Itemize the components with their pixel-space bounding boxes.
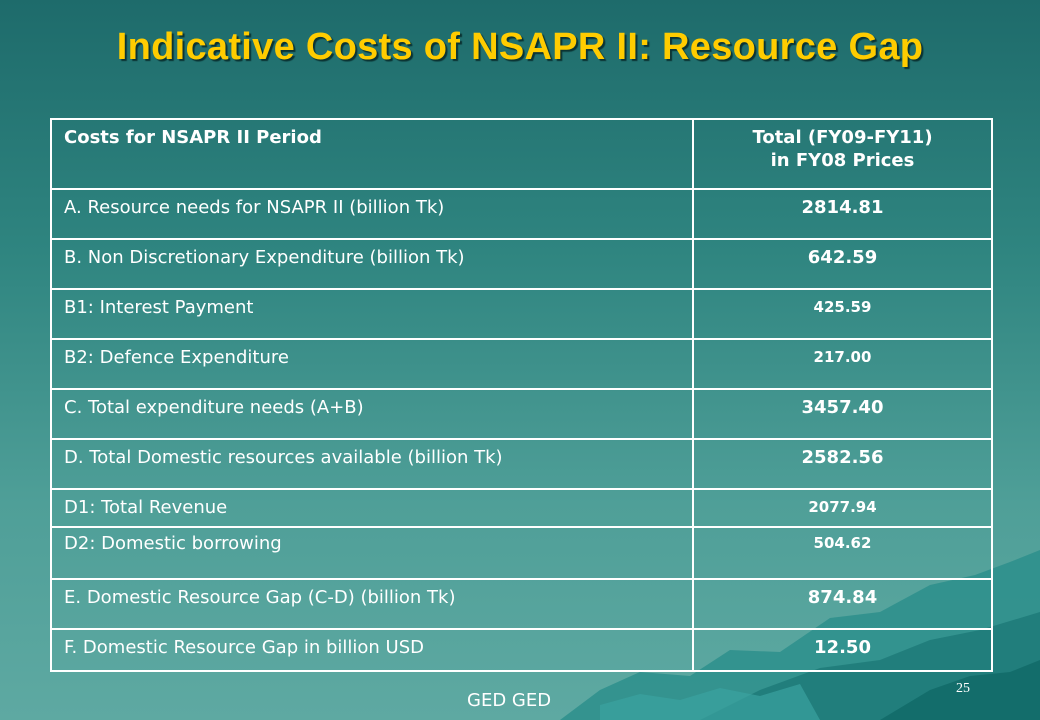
row-label: B2: Defence Expenditure: [50, 338, 694, 390]
row-label: D1: Total Revenue: [50, 488, 694, 528]
table-row: D. Total Domestic resources available (b…: [50, 438, 993, 490]
table-header-row: Costs for NSAPR II Period Total (FY09-FY…: [50, 118, 993, 190]
row-label: C. Total expenditure needs (A+B): [50, 388, 694, 440]
table-row: B2: Defence Expenditure 217.00: [50, 338, 993, 390]
header-total-line2: in FY08 Prices: [770, 150, 915, 171]
row-value: 504.62: [692, 526, 993, 580]
row-label: B. Non Discretionary Expenditure (billio…: [50, 238, 694, 290]
table-row: D1: Total Revenue 2077.94: [50, 488, 993, 528]
row-label: F. Domestic Resource Gap in billion USD: [50, 628, 694, 672]
row-value: 642.59: [692, 238, 993, 290]
row-value: 2582.56: [692, 438, 993, 490]
table-row: A. Resource needs for NSAPR II (billion …: [50, 188, 993, 240]
table-row: B1: Interest Payment 425.59: [50, 288, 993, 340]
footer-text: GED GED: [467, 690, 552, 711]
row-label: D. Total Domestic resources available (b…: [50, 438, 694, 490]
row-label: A. Resource needs for NSAPR II (billion …: [50, 188, 694, 240]
row-value: 425.59: [692, 288, 993, 340]
row-value: 2814.81: [692, 188, 993, 240]
table-row: B. Non Discretionary Expenditure (billio…: [50, 238, 993, 290]
table-row: D2: Domestic borrowing 504.62: [50, 526, 993, 580]
row-label: D2: Domestic borrowing: [50, 526, 694, 580]
table-row: F. Domestic Resource Gap in billion USD …: [50, 628, 993, 672]
row-value: 217.00: [692, 338, 993, 390]
header-total-column: Total (FY09-FY11) in FY08 Prices: [692, 118, 993, 190]
row-label: E. Domestic Resource Gap (C-D) (billion …: [50, 578, 694, 630]
header-total-line1: Total (FY09-FY11): [752, 127, 933, 148]
row-value: 874.84: [692, 578, 993, 630]
row-value: 12.50: [692, 628, 993, 672]
row-value: 3457.40: [692, 388, 993, 440]
row-value: 2077.94: [692, 488, 993, 528]
resource-gap-table: Costs for NSAPR II Period Total (FY09-FY…: [50, 118, 993, 672]
row-label: B1: Interest Payment: [50, 288, 694, 340]
page-number: 25: [956, 681, 970, 696]
table-row: C. Total expenditure needs (A+B) 3457.40: [50, 388, 993, 440]
header-costs-period: Costs for NSAPR II Period: [50, 118, 694, 190]
slide-title: Indicative Costs of NSAPR II: Resource G…: [116, 26, 924, 68]
table-row: E. Domestic Resource Gap (C-D) (billion …: [50, 578, 993, 630]
